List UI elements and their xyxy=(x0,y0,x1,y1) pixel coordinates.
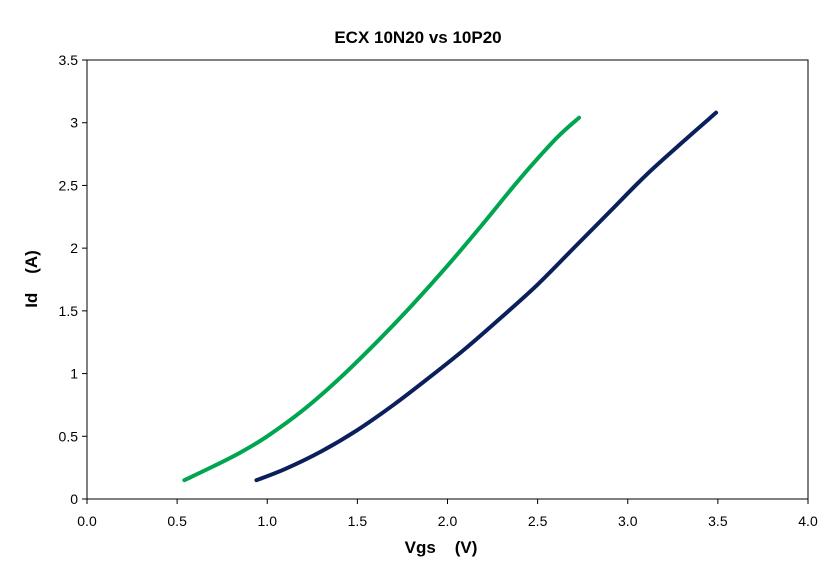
y-tick-label: 2.5 xyxy=(59,177,79,193)
y-axis: 0 0.5 1 1.5 2 2.5 3 3.5 xyxy=(59,52,87,507)
y-tick-label: 1.5 xyxy=(59,303,79,319)
series-line-2 xyxy=(254,110,719,483)
x-axis-title: Vgs (V) xyxy=(405,538,478,557)
x-tick-label: 1.5 xyxy=(348,513,368,529)
y-tick-label: 3.5 xyxy=(59,52,79,68)
plot-area xyxy=(86,59,809,500)
y-tick-label: 0 xyxy=(70,491,78,507)
series-line-1 xyxy=(182,115,582,483)
x-axis: 0.0 0.5 1.0 1.5 2.0 2.5 3.0 3.5 4.0 xyxy=(77,499,818,529)
y-tick-label: 0.5 xyxy=(59,428,79,444)
x-tick-label: 3.0 xyxy=(618,513,638,529)
y-tick-label: 2 xyxy=(70,240,78,256)
y-axis-title: Id (A) xyxy=(22,250,41,308)
x-tick-label: 4.0 xyxy=(798,513,818,529)
chart-title: ECX 10N20 vs 10P20 xyxy=(334,28,501,47)
x-tick-label: 2.0 xyxy=(438,513,458,529)
y-tick-label: 3 xyxy=(70,115,78,131)
x-tick-label: 2.5 xyxy=(528,513,548,529)
x-tick-label: 0.5 xyxy=(167,513,187,529)
x-tick-label: 3.5 xyxy=(708,513,728,529)
series-layer xyxy=(182,110,719,483)
y-tick-label: 1 xyxy=(70,366,78,382)
x-tick-label: 1.0 xyxy=(258,513,278,529)
x-tick-label: 0.0 xyxy=(77,513,97,529)
